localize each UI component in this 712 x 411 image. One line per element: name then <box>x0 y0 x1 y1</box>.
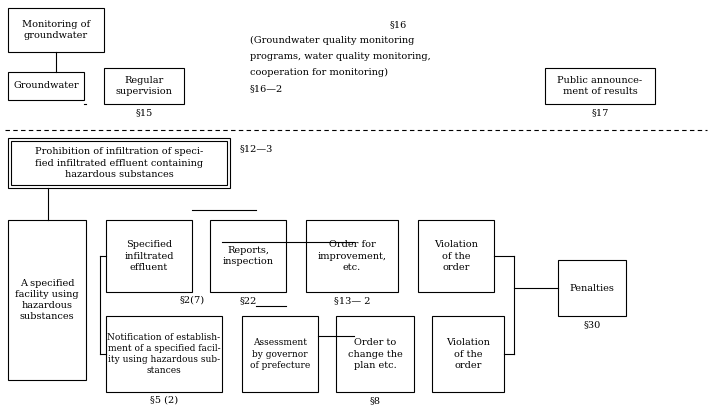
Text: §12—3: §12—3 <box>240 144 273 153</box>
Text: cooperation for monitoring): cooperation for monitoring) <box>250 68 388 77</box>
Text: §5 (2): §5 (2) <box>150 396 178 405</box>
Bar <box>11 141 227 185</box>
Bar <box>432 316 504 392</box>
Text: Violation
of the
order: Violation of the order <box>434 240 478 272</box>
Text: Prohibition of infiltration of speci-
fied infiltrated effluent containing
hazar: Prohibition of infiltration of speci- fi… <box>35 148 203 179</box>
Bar <box>106 220 192 292</box>
Bar <box>8 138 230 188</box>
Text: Monitoring of
groundwater: Monitoring of groundwater <box>22 20 90 40</box>
Bar <box>336 316 414 392</box>
Text: §22: §22 <box>239 296 257 305</box>
Bar <box>418 220 494 292</box>
Text: §30: §30 <box>583 320 601 329</box>
Text: Public announce-
ment of results: Public announce- ment of results <box>557 76 642 96</box>
Text: Reports,
inspection: Reports, inspection <box>222 246 273 266</box>
Text: Assessment
by governor
of prefecture: Assessment by governor of prefecture <box>250 338 310 369</box>
Text: Penalties: Penalties <box>570 284 614 293</box>
Bar <box>242 316 318 392</box>
Text: programs, water quality monitoring,: programs, water quality monitoring, <box>250 52 431 61</box>
Text: (Groundwater quality monitoring: (Groundwater quality monitoring <box>250 36 414 45</box>
Text: Notification of establish-
ment of a specified facil-
ity using hazardous sub-
s: Notification of establish- ment of a spe… <box>108 333 221 375</box>
Bar <box>545 68 655 104</box>
Text: A specified
facility using
hazardous
substances: A specified facility using hazardous sub… <box>15 279 79 321</box>
Bar <box>210 220 286 292</box>
Bar <box>8 72 84 100</box>
Bar <box>558 260 626 316</box>
Bar <box>106 316 222 392</box>
Text: Order for
improvement,
etc.: Order for improvement, etc. <box>318 240 387 272</box>
Text: Regular
supervision: Regular supervision <box>115 76 172 96</box>
Bar <box>8 220 86 380</box>
Text: Groundwater: Groundwater <box>14 81 79 90</box>
Bar <box>104 68 184 104</box>
Text: §16: §16 <box>390 20 407 29</box>
Text: Violation
of the
order: Violation of the order <box>446 338 490 369</box>
Bar <box>306 220 398 292</box>
Bar <box>8 8 104 52</box>
Text: §15: §15 <box>135 108 152 117</box>
Text: §17: §17 <box>591 108 609 117</box>
Text: §16—2: §16—2 <box>250 84 283 93</box>
Text: §2(7): §2(7) <box>179 296 204 305</box>
Text: Specified
infiltrated
effluent: Specified infiltrated effluent <box>125 240 174 272</box>
Text: Order to
change the
plan etc.: Order to change the plan etc. <box>347 338 402 369</box>
Text: §8: §8 <box>370 396 380 405</box>
Text: §13— 2: §13— 2 <box>334 296 370 305</box>
